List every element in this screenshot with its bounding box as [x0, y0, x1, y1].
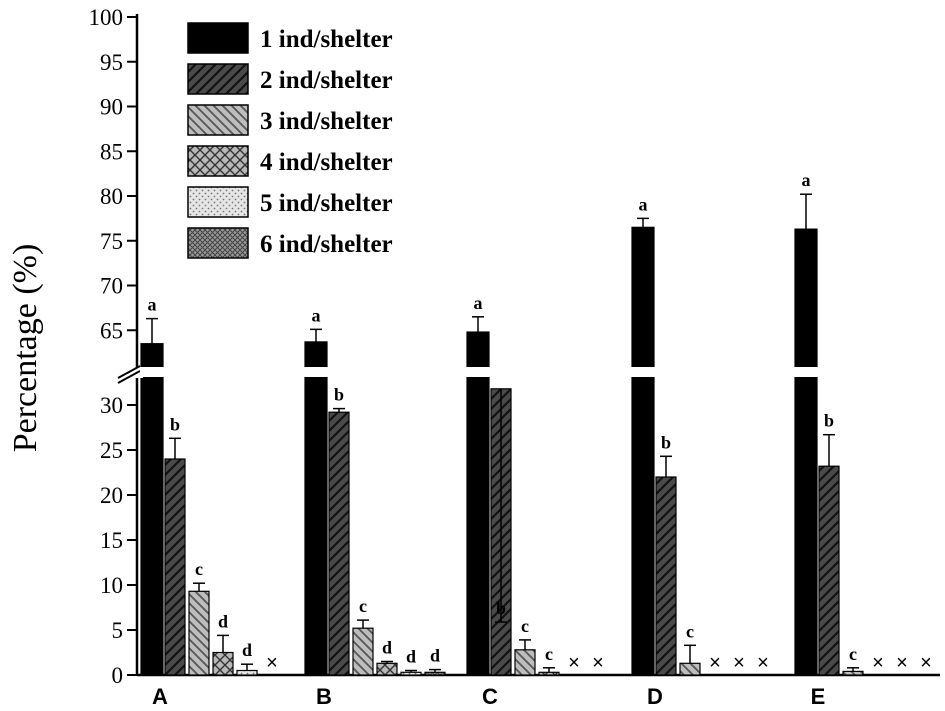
- y-tick-label: 5: [112, 618, 124, 643]
- legend-label: 3 ind/shelter: [260, 108, 393, 135]
- bar-E-series-2: [818, 465, 840, 676]
- legend-swatch: [187, 104, 249, 136]
- bar-A-series-5: [236, 669, 258, 676]
- x-categories: A B C D E: [152, 684, 825, 709]
- absent-marker: ×: [568, 652, 580, 674]
- bar-break-gap: [794, 367, 819, 377]
- y-tick-label: 10: [100, 573, 123, 598]
- y-tick-label: 95: [100, 50, 123, 75]
- y-tick-label: 15: [100, 528, 123, 553]
- significance-letter: d: [406, 647, 416, 667]
- y-tick-label: 75: [100, 229, 123, 254]
- significance-letter: c: [686, 621, 694, 641]
- bar-C-series-3: [514, 649, 536, 676]
- absent-markers: × × × × × × × × ×: [266, 652, 932, 674]
- significance-letter: c: [545, 644, 553, 664]
- significance-letter: b: [170, 414, 180, 434]
- y-tick-label: 0: [112, 663, 124, 688]
- bar-break-gap: [140, 367, 165, 377]
- bar-break-gap: [631, 367, 656, 377]
- y-tick-label: 20: [100, 483, 123, 508]
- axis-break-slash: [117, 370, 141, 384]
- bar-B-series-5: [400, 671, 422, 676]
- absent-marker: ×: [920, 652, 932, 674]
- legend-swatch: [187, 22, 249, 54]
- bars: [140, 226, 864, 676]
- legend-label: 2 ind/shelter: [260, 67, 393, 94]
- bar-D-series-1: [631, 226, 655, 676]
- absent-marker: ×: [896, 652, 908, 674]
- legend: 1 ind/shelter 2 ind/shelter 3 ind/shelter 4…: [187, 22, 393, 259]
- legend-label: 5 ind/shelter: [260, 190, 393, 217]
- significance-letter: b: [824, 411, 834, 431]
- significance-letter: a: [312, 305, 321, 325]
- significance-letter: b: [661, 432, 671, 452]
- x-category-label: D: [647, 684, 663, 709]
- y-tick-label: 30: [100, 393, 123, 418]
- significance-letter: a: [639, 194, 648, 214]
- significance-letter: b: [334, 385, 344, 405]
- absent-marker: ×: [872, 652, 884, 674]
- significance-letter: c: [195, 559, 203, 579]
- significance-letter: c: [521, 616, 529, 636]
- x-category-label: C: [482, 684, 498, 709]
- significance-letter: a: [148, 295, 157, 315]
- legend-label: 6 ind/shelter: [260, 231, 393, 258]
- absent-marker: ×: [709, 652, 721, 674]
- absent-marker: ×: [757, 652, 769, 674]
- y-tick-label: 25: [100, 438, 123, 463]
- legend-swatch: [187, 63, 249, 95]
- significance-letter: d: [242, 640, 252, 660]
- bar-A-series-2: [164, 458, 186, 676]
- bar-B-series-1: [304, 341, 328, 676]
- y-tick-label: 100: [89, 5, 124, 30]
- legend-swatch: [187, 145, 249, 177]
- x-category-label: B: [316, 684, 332, 709]
- legend-swatch: [187, 186, 249, 218]
- bar-break-gap: [466, 367, 491, 377]
- significance-letter: d: [218, 611, 228, 631]
- y-axis-label: Percentage (%): [7, 244, 44, 453]
- bar-C-series-1: [466, 331, 490, 676]
- bar-B-series-6: [424, 671, 446, 676]
- significance-letter: c: [359, 596, 367, 616]
- significance-letter: b: [496, 598, 506, 618]
- significance-letter: d: [430, 646, 440, 666]
- y-tick-label: 65: [100, 318, 123, 343]
- significance-letter: d: [382, 638, 392, 658]
- bar-B-series-2: [328, 411, 350, 676]
- y-tick-label: 70: [100, 274, 123, 299]
- absent-marker: ×: [592, 652, 604, 674]
- x-category-label: A: [152, 684, 168, 709]
- absent-marker: ×: [733, 652, 745, 674]
- legend-label: 4 ind/shelter: [260, 149, 393, 176]
- bar-A-series-3: [188, 590, 210, 676]
- x-category-label: E: [811, 684, 826, 709]
- bar-A-series-4: [212, 651, 234, 676]
- axis-break-slash: [117, 365, 141, 379]
- bar-D-series-3: [679, 662, 701, 676]
- error-bars: [146, 193, 859, 673]
- bar-B-series-4: [376, 662, 398, 676]
- significance-letter: a: [802, 170, 811, 190]
- bar-E-series-3: [842, 670, 864, 676]
- bar-D-series-2: [655, 476, 677, 676]
- y-ticks: 0 5 10 15 20 25 30 65 70 75 80 85 90 95 100: [89, 5, 137, 688]
- significance-letter: a: [474, 293, 483, 313]
- y-tick-label: 85: [100, 139, 123, 164]
- y-tick-label: 80: [100, 184, 123, 209]
- y-tick-label: 90: [100, 95, 123, 120]
- axis-break: [117, 365, 819, 384]
- bar-B-series-3: [352, 627, 374, 676]
- bar-C-series-4: [538, 671, 560, 676]
- bar-A-series-1: [140, 343, 164, 676]
- bar-E-series-1: [794, 228, 818, 676]
- legend-label: 1 ind/shelter: [260, 26, 393, 53]
- absent-marker: ×: [266, 652, 278, 674]
- legend-swatch: [187, 227, 249, 259]
- bar-break-gap: [304, 367, 329, 377]
- significance-letter: c: [849, 644, 857, 664]
